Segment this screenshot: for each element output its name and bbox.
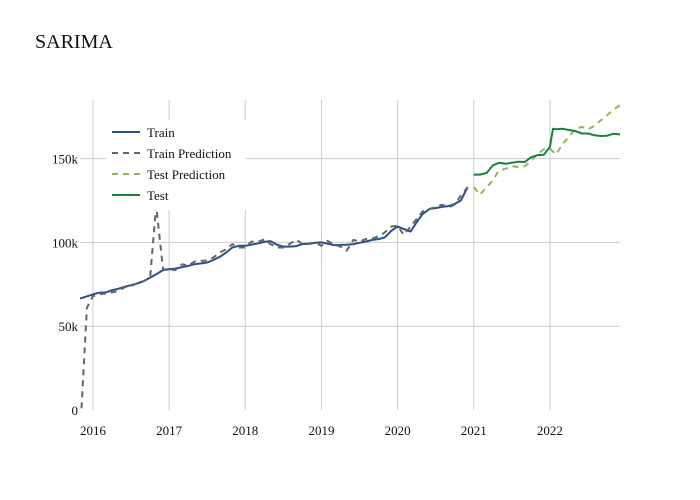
series-line-test xyxy=(473,127,621,176)
series-line-test-prediction xyxy=(473,104,621,196)
y-tick-label: 150k xyxy=(52,152,79,167)
legend-label-train-prediction: Train Prediction xyxy=(147,146,232,161)
grid-lines xyxy=(80,100,620,410)
x-tick-label: 2017 xyxy=(156,423,183,438)
x-axis-ticks: 2016 2017 2018 2019 2020 2021 2022 xyxy=(80,423,563,438)
y-tick-label: 100k xyxy=(52,235,79,250)
x-tick-label: 2018 xyxy=(232,423,258,438)
chart-title: SARIMA xyxy=(35,31,113,53)
y-tick-label: 50k xyxy=(59,319,79,334)
x-tick-label: 2016 xyxy=(80,423,107,438)
legend-label-test: Test xyxy=(147,188,169,203)
y-axis-ticks: 0 50k 100k 150k xyxy=(52,152,79,418)
x-tick-label: 2020 xyxy=(385,423,411,438)
x-tick-label: 2019 xyxy=(308,423,334,438)
series-line-train xyxy=(79,186,469,300)
series-lines xyxy=(79,104,621,409)
x-tick-label: 2022 xyxy=(537,423,563,438)
y-tick-label: 0 xyxy=(72,403,79,418)
legend-label-train: Train xyxy=(147,125,175,140)
legend-background xyxy=(106,120,246,210)
series-line-train-prediction xyxy=(80,186,469,409)
legend: Train Train Prediction Test Prediction Test xyxy=(106,120,246,210)
legend-label-test-prediction: Test Prediction xyxy=(147,167,226,182)
x-tick-label: 2021 xyxy=(461,423,487,438)
